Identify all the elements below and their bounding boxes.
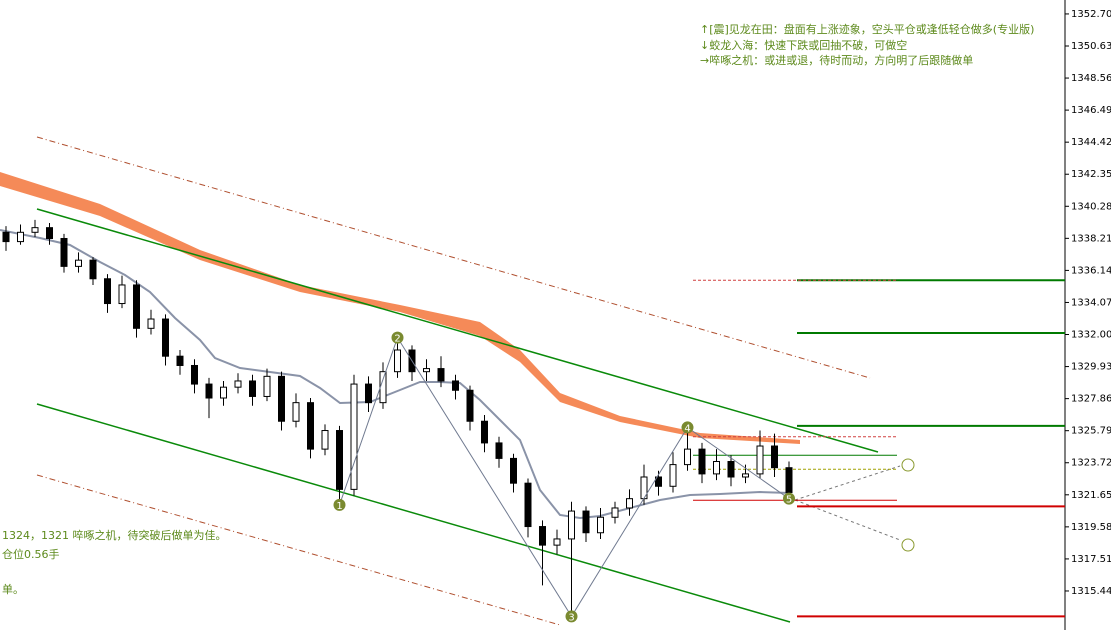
y-tick-label: 1344.42 xyxy=(1071,137,1111,148)
zigzag-point xyxy=(783,492,795,505)
zigzag-label: 5 xyxy=(786,495,792,506)
y-tick-label: 1317.51 xyxy=(1071,554,1111,565)
candle-body xyxy=(727,461,735,478)
candle-body xyxy=(611,507,619,518)
y-tick-label: 1348.56 xyxy=(1071,73,1111,84)
y-tick-label: 1338.21 xyxy=(1071,233,1111,244)
candle-body xyxy=(118,284,126,305)
candle-body xyxy=(466,389,474,422)
candle-body xyxy=(771,445,778,469)
candle-body xyxy=(321,430,329,450)
y-tick-label: 1346.49 xyxy=(1071,105,1111,116)
note: 1324，1321 啐啄之机，待突破后做单为佳。 xyxy=(2,528,226,542)
y-tick-label: 1352.70 xyxy=(1071,9,1111,20)
y-tick-label: 1319.58 xyxy=(1071,522,1111,533)
candle-body xyxy=(655,476,662,487)
channel-lower xyxy=(36,403,791,623)
channel-upper xyxy=(36,208,879,453)
candle-body xyxy=(423,368,430,373)
candle-body xyxy=(379,371,387,404)
candle-body xyxy=(191,364,198,385)
y-tick-label: 1342.35 xyxy=(1071,169,1111,180)
zigzag-point xyxy=(565,610,578,623)
y-tick-label: 1321.65 xyxy=(1071,490,1111,501)
candle-body xyxy=(437,368,445,382)
y-tick-label: 1332.00 xyxy=(1071,330,1111,341)
projection xyxy=(794,465,901,501)
candle-body xyxy=(756,445,764,475)
candle-body xyxy=(350,383,358,490)
candle-body xyxy=(568,510,575,540)
candle-body xyxy=(365,383,372,404)
zigzag xyxy=(339,336,790,618)
zigzag-point xyxy=(391,331,404,344)
smiley xyxy=(901,538,915,552)
candle-body xyxy=(684,448,691,466)
zigzag-point xyxy=(333,498,346,511)
zigzag-label: 4 xyxy=(684,423,690,434)
y-tick-label: 1315.44 xyxy=(1071,586,1111,597)
candle-body xyxy=(162,318,169,357)
ma-line xyxy=(0,229,791,520)
y-tick-label: 1329.93 xyxy=(1071,362,1111,373)
candle-body xyxy=(742,473,749,478)
candle-body xyxy=(495,442,503,459)
y-tick-label: 1336.14 xyxy=(1071,265,1111,276)
zigzag-label: 2 xyxy=(394,334,400,345)
zigzag-label: 1 xyxy=(336,501,342,512)
candle-body xyxy=(524,482,532,528)
candle-body xyxy=(553,538,561,546)
note: 单。 xyxy=(2,583,24,596)
candle-body xyxy=(307,402,314,450)
annotation: ↓蛟龙入海：快速下跌或回抽不破，可做空 xyxy=(700,38,907,52)
ma-band xyxy=(0,172,800,444)
candle-body xyxy=(626,498,633,509)
candle-body xyxy=(394,349,401,373)
channel-outer xyxy=(36,474,561,626)
candle-body xyxy=(263,375,271,397)
candle-body xyxy=(785,467,793,493)
candle-body xyxy=(133,284,140,329)
zigzag-point xyxy=(681,421,694,434)
annotation: ↑[震]见龙在田：盘面有上涨迹象，空头平仓或逢低轻仓做多(专业版) xyxy=(700,22,1034,36)
y-tick-label: 1350.63 xyxy=(1071,41,1111,52)
smiley xyxy=(901,458,915,472)
candle-body xyxy=(278,375,285,422)
candle-body xyxy=(104,278,111,305)
candle-body xyxy=(147,318,155,329)
y-tick-label: 1325.79 xyxy=(1071,426,1111,437)
candle-body xyxy=(176,355,184,366)
candle-body xyxy=(481,420,488,444)
candle-body xyxy=(60,237,68,267)
candle-body xyxy=(539,526,546,546)
candle-body xyxy=(669,464,677,487)
annotation: →啐啄之机：或进或退，待时而动，方向明了后跟随做单 xyxy=(700,53,973,67)
zigzag-label: 3 xyxy=(568,612,574,623)
y-tick-label: 1323.72 xyxy=(1071,458,1111,469)
candle-body xyxy=(205,383,213,399)
candle-body xyxy=(582,510,590,534)
candle-body xyxy=(75,259,82,267)
candle-body xyxy=(31,227,39,233)
y-tick-label: 1327.86 xyxy=(1071,394,1111,405)
note: 仓位0.56手 xyxy=(2,547,60,561)
candle-body xyxy=(17,231,24,243)
candle-body xyxy=(698,448,706,475)
candle-body xyxy=(249,380,256,397)
candle-body xyxy=(336,430,343,490)
y-tick-label: 1340.28 xyxy=(1071,201,1111,212)
candle-body xyxy=(713,461,720,475)
y-tick-label: 1334.07 xyxy=(1071,297,1111,308)
candle-body xyxy=(2,231,10,243)
candle-body xyxy=(234,380,242,388)
candle-body xyxy=(292,402,300,422)
candle-body xyxy=(452,380,459,391)
candle-body xyxy=(89,259,97,280)
candle-body xyxy=(46,227,53,239)
candle-body xyxy=(220,386,227,399)
candle-body xyxy=(510,457,517,484)
candle-body xyxy=(597,516,604,534)
channel-outer xyxy=(36,136,871,379)
